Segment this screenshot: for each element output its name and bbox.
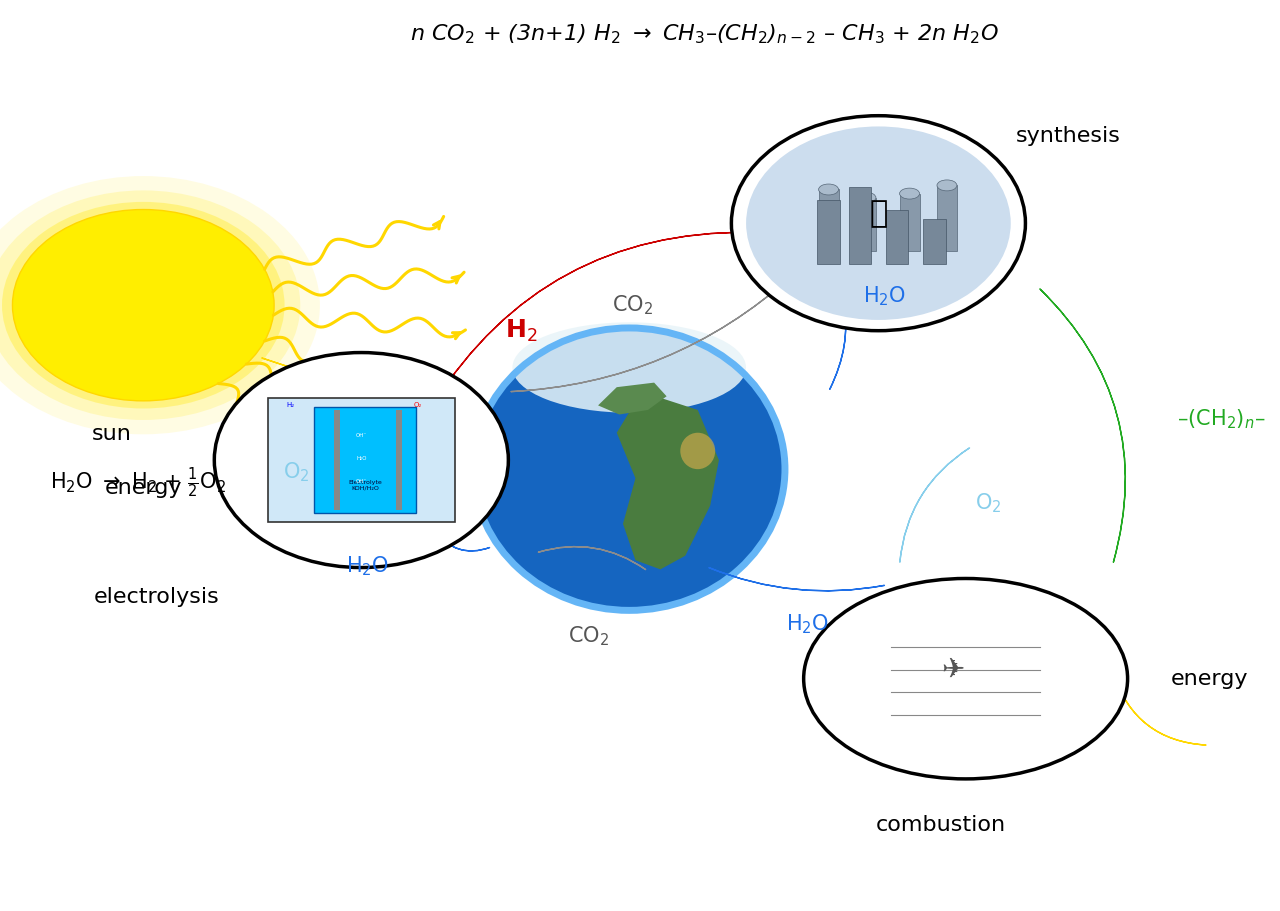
FancyArrowPatch shape: [262, 358, 408, 406]
FancyArrowPatch shape: [709, 568, 884, 591]
Text: combustion: combustion: [876, 815, 1006, 835]
Bar: [819, 189, 838, 251]
Text: H₂O: H₂O: [356, 456, 366, 461]
Polygon shape: [617, 392, 719, 569]
Bar: [334, 410, 340, 510]
Bar: [849, 187, 870, 264]
FancyArrowPatch shape: [1039, 289, 1125, 562]
Text: sun: sun: [92, 424, 132, 444]
FancyArrowPatch shape: [797, 235, 846, 389]
Text: OH⁻: OH⁻: [356, 479, 367, 484]
Text: $n$ CO$_2$ + (3$n$+1) H$_2$ $\rightarrow$ CH$_3$–(CH$_2$)$_{n-2}$ – CH$_3$ + 2$n: $n$ CO$_2$ + (3$n$+1) H$_2$ $\rightarrow…: [410, 23, 998, 46]
Bar: [900, 193, 919, 251]
FancyArrowPatch shape: [434, 232, 749, 403]
Text: H$_2$O: H$_2$O: [786, 612, 829, 636]
Text: H₂: H₂: [287, 403, 294, 408]
Text: OH⁻: OH⁻: [356, 434, 367, 438]
Text: H$_2$O: H$_2$O: [863, 284, 906, 308]
Ellipse shape: [937, 180, 957, 191]
Ellipse shape: [856, 192, 876, 203]
Text: Electrolyte
KOH/H₂O: Electrolyte KOH/H₂O: [348, 480, 381, 491]
Circle shape: [0, 176, 320, 435]
FancyArrowPatch shape: [511, 275, 792, 392]
Circle shape: [13, 210, 274, 401]
Ellipse shape: [512, 322, 746, 413]
Polygon shape: [598, 383, 667, 415]
Text: H$_2$: H$_2$: [504, 318, 538, 343]
Ellipse shape: [900, 188, 919, 199]
Ellipse shape: [474, 328, 785, 610]
FancyArrowPatch shape: [1114, 674, 1206, 745]
Text: O₂: O₂: [413, 403, 422, 408]
FancyArrowPatch shape: [346, 392, 435, 555]
Ellipse shape: [804, 578, 1128, 779]
Text: CO$_2$: CO$_2$: [612, 293, 654, 317]
Bar: [886, 210, 909, 264]
Circle shape: [3, 202, 284, 408]
Ellipse shape: [746, 127, 1011, 320]
Text: 🏭: 🏭: [869, 200, 887, 229]
Circle shape: [214, 353, 508, 568]
Text: synthesis: synthesis: [1015, 126, 1120, 146]
Bar: [818, 200, 840, 264]
Circle shape: [731, 116, 1025, 331]
FancyArrowPatch shape: [539, 547, 645, 569]
Text: O$_2$: O$_2$: [283, 460, 310, 484]
Ellipse shape: [680, 433, 716, 469]
Text: CO$_2$: CO$_2$: [567, 624, 609, 648]
Bar: [923, 219, 946, 264]
Text: energy: energy: [1171, 669, 1249, 689]
Text: energy: energy: [105, 478, 182, 498]
Circle shape: [0, 190, 301, 420]
FancyArrowPatch shape: [900, 448, 969, 562]
Text: H$_2$O $\rightarrow$ H$_2$ + $\frac{1}{2}$O$_2$: H$_2$O $\rightarrow$ H$_2$ + $\frac{1}{2…: [50, 466, 227, 500]
Text: electrolysis: electrolysis: [93, 587, 219, 607]
Ellipse shape: [819, 184, 838, 195]
Text: –(CH$_2$)$_n$–: –(CH$_2$)$_n$–: [1178, 407, 1266, 431]
Bar: [397, 410, 402, 510]
Text: ✈: ✈: [942, 656, 965, 683]
Bar: [856, 198, 876, 251]
Text: H$_2$O: H$_2$O: [346, 555, 389, 578]
FancyArrowPatch shape: [435, 530, 489, 551]
Text: O$_2$: O$_2$: [975, 491, 1001, 515]
Bar: [937, 186, 957, 251]
Bar: [268, 398, 454, 522]
Bar: [314, 407, 416, 513]
